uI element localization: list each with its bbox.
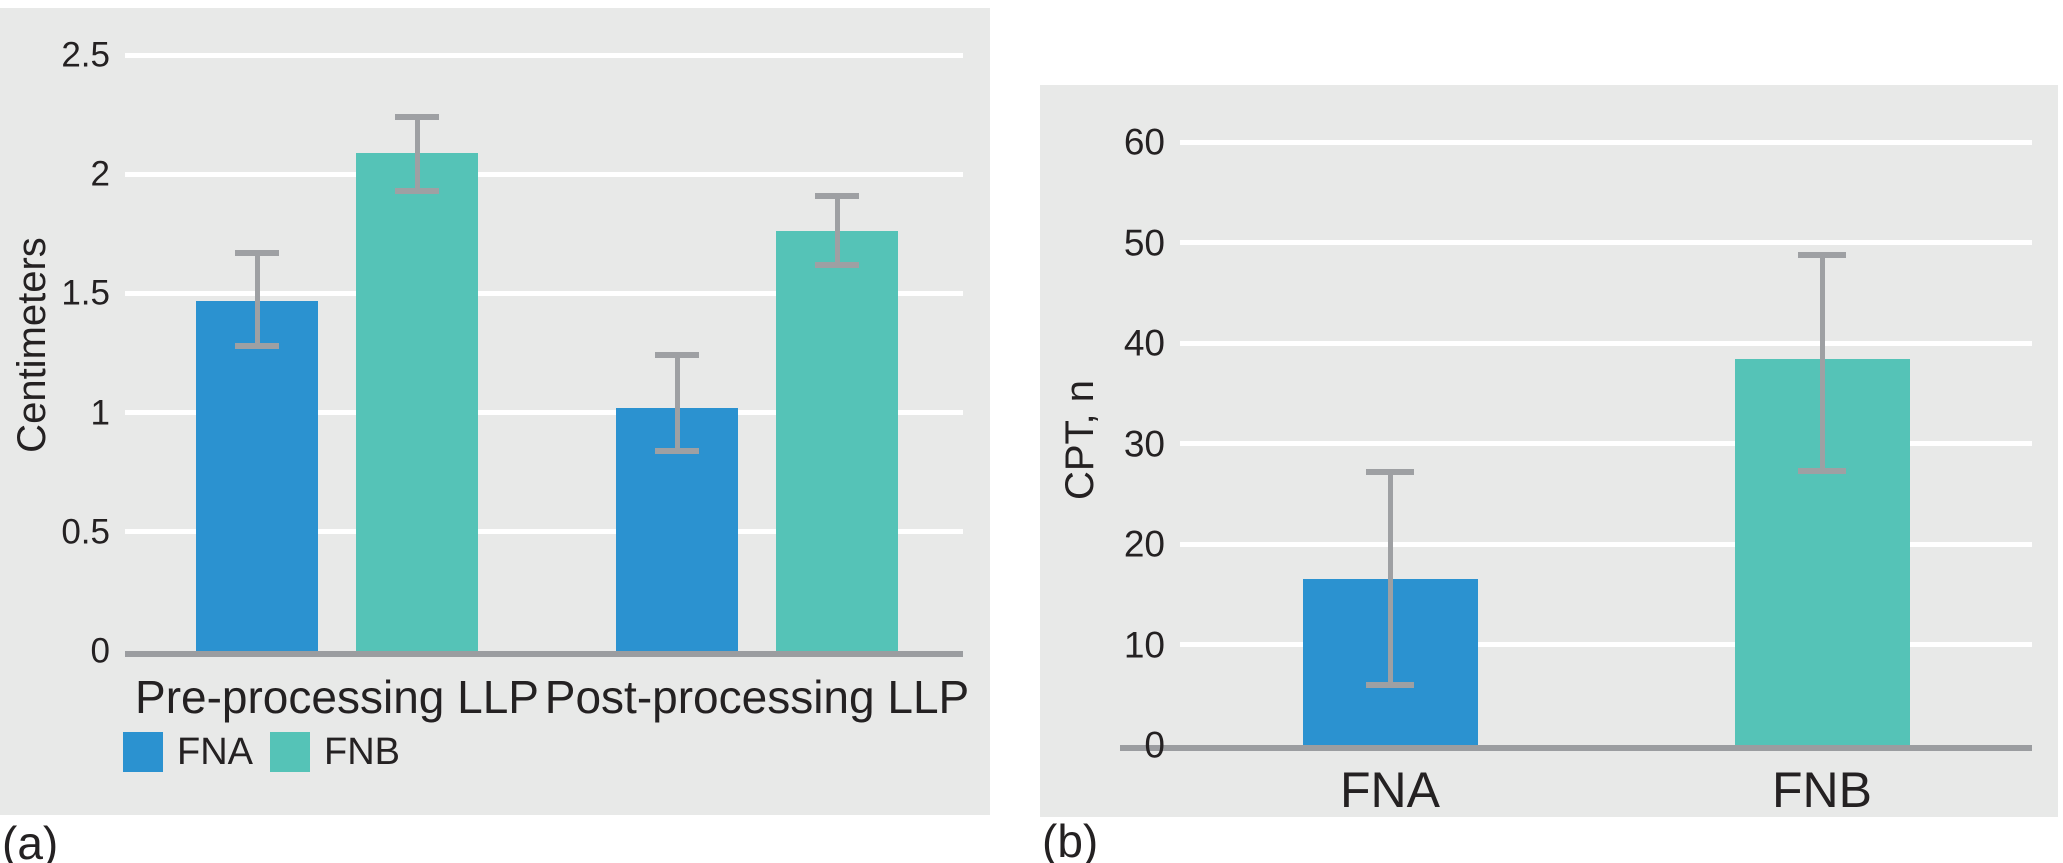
y-tick-label: 1.5 (61, 273, 110, 313)
legend-label-fnb: FNB (324, 731, 400, 773)
y-tick-label: 0 (1144, 724, 1165, 766)
error-bar-cap (815, 261, 859, 268)
error-bar-line (1819, 254, 1825, 471)
y-tick-label: 1 (90, 393, 110, 433)
x-category-label: FNB (1772, 762, 1872, 818)
legend-label-fna: FNA (177, 731, 253, 773)
error-bar-cap (1366, 468, 1414, 475)
x-axis-line (1120, 745, 2032, 751)
error-bar-cap (815, 192, 859, 199)
error-bar-cap (655, 352, 699, 359)
gridline (1180, 340, 2032, 346)
chart-a-panel: 0 0.5 1 1.5 2 2.5 Centimeters Pre-processing LL… (0, 8, 990, 815)
y-tick-label: 0.5 (61, 512, 110, 552)
legend-swatch-fna (123, 732, 163, 772)
y-axis-title: Centimeters (10, 237, 54, 453)
y-tick-label: 60 (1123, 121, 1165, 163)
gridline (125, 171, 963, 177)
gridline (1180, 441, 2032, 446)
error-bar-cap (395, 187, 439, 194)
gridline (1180, 240, 2032, 245)
error-bar-line (674, 355, 680, 451)
legend-swatch-fnb (270, 732, 310, 772)
error-bar-line (834, 195, 840, 265)
y-tick-label: 10 (1123, 624, 1165, 665)
x-category-label: Pre-processing LLP (135, 671, 539, 723)
y-tick-label: 50 (1123, 222, 1165, 263)
bar-fna (196, 300, 318, 654)
panel-b-caption: (b) (1042, 815, 1099, 863)
error-bar-line (254, 252, 260, 346)
error-bar-cap (1798, 251, 1846, 258)
error-bar-cap (1366, 681, 1414, 688)
y-axis-title: CPT, n (1058, 379, 1102, 501)
y-tick-label: 40 (1123, 322, 1165, 364)
y-tick-label: 0 (90, 631, 110, 671)
error-bar-cap (1798, 467, 1846, 474)
error-bar-cap (655, 447, 699, 454)
bar-fnb (356, 152, 478, 654)
x-category-label: FNA (1340, 762, 1440, 818)
error-bar-cap (235, 342, 279, 349)
x-axis-line (125, 651, 963, 657)
gridline (125, 410, 963, 416)
gridline (1180, 139, 2032, 145)
gridline (125, 290, 963, 296)
y-tick-label: 20 (1123, 523, 1165, 565)
bar-fnb (776, 231, 898, 654)
error-bar-line (414, 116, 420, 191)
y-tick-label: 2.5 (61, 35, 110, 75)
gridline (1180, 642, 2032, 647)
gridline (125, 529, 963, 535)
gridline (125, 52, 963, 58)
error-bar-line (1387, 471, 1393, 685)
y-tick-label: 30 (1123, 423, 1165, 464)
gridline (1180, 541, 2032, 547)
panel-a-caption: (a) (2, 817, 59, 863)
y-tick-label: 2 (90, 154, 110, 194)
error-bar-cap (235, 249, 279, 256)
x-category-label: Post-processing LLP (544, 671, 970, 723)
error-bar-cap (395, 113, 439, 120)
chart-b-panel: 0 10 20 30 40 50 60 CPT, n FNA FNB (1040, 85, 2058, 817)
